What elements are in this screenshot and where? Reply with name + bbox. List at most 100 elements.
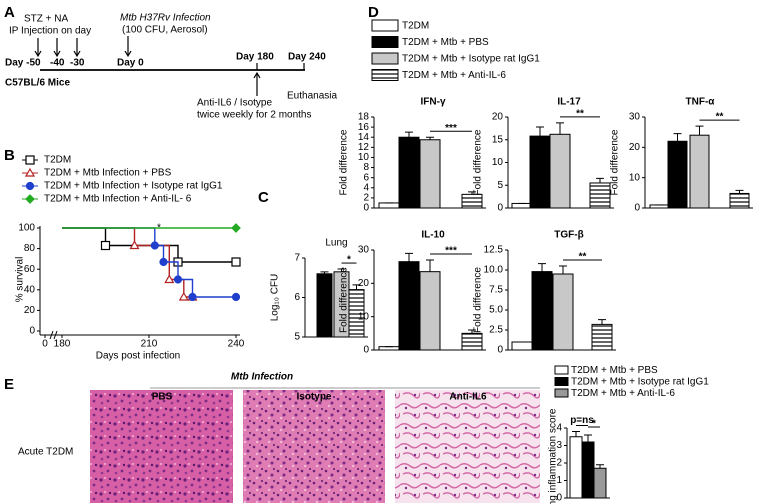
y-tick-label: 2.5 [489,325,503,336]
x-tick-label: 240 [228,339,245,350]
legend-label: T2DM + Mtb Infection + PBS [44,168,172,179]
significance-label: p=ns [570,415,594,426]
timeline-day: -40 [50,58,65,69]
panel-label: E [4,376,14,393]
legend-swatch [371,36,399,48]
error-bar [468,191,476,195]
chart-title: IL-10 [421,230,445,241]
y-tick-label: 100 [18,223,35,234]
timeline-text: Anti-IL6 / Isotype [197,98,272,109]
significance-label: *** [445,246,457,257]
image-label: Isotype [296,392,331,403]
significance-label: ** [579,252,587,263]
y-axis-label: Fold difference [339,267,350,333]
marker [150,241,159,250]
bar [419,271,441,351]
survival-line [62,227,236,298]
legend-label: T2DM + Mtb + Anti-IL-6 [402,70,506,81]
error-bar [320,271,329,274]
timeline-text: twice weekly for 2 months [197,110,312,121]
y-tick-label: 12.5 [484,245,504,256]
y-tick-label: 0 [556,493,562,504]
error-bar [584,434,592,442]
y-tick-label: 14 [358,132,370,143]
y-tick-label: 15 [492,134,504,145]
timeline-day: -30 [70,58,85,69]
marker [164,274,175,284]
error-bar [337,268,346,272]
timeline-text: C57BL/6 Mice [5,78,70,89]
y-tick-label: 20 [358,278,370,289]
y-tick-label: 0 [29,326,35,337]
y-tick-label: 20 [629,142,641,153]
error-bar [405,131,413,138]
bar [378,202,400,209]
error-bar [426,136,434,140]
error-bar [572,431,580,437]
marker [178,291,189,301]
y-tick-label: 12 [358,142,370,153]
marker [231,223,241,233]
chart-title: TGF-β [554,230,583,241]
x-axis-label: Days post infection [96,351,181,362]
bar [511,341,533,351]
y-tick-label: 5.0 [489,305,503,316]
bar [511,202,533,209]
y-tick-label: 60 [24,264,36,275]
legend-swatch [371,19,399,32]
legend-swatch [554,388,569,398]
x-tick-label: 210 [141,339,158,350]
bar [549,133,571,209]
legend-marker [25,181,35,191]
histology-image [243,390,385,503]
error-bar [695,125,704,136]
marker [100,240,111,251]
y-tick-label: 4 [556,423,562,434]
legend-label: T2DM + Mtb + Isotype rat IgG1 [571,377,709,388]
legend-swatch [371,52,399,65]
x-tick-label: 0 [42,339,48,350]
panel-label: B [4,147,15,164]
y-tick-label: 30 [629,112,641,123]
x-tick-label: 180 [54,339,71,350]
y-tick-label: 16 [358,122,370,133]
panel-label: D [368,4,379,21]
error-bar [538,263,546,272]
y-tick-label: 10.0 [484,265,504,276]
timeline-text: STZ + NA [24,14,69,25]
bar [419,139,441,209]
marker [129,240,140,250]
y-axis-label: % survival [15,257,26,303]
error-bar [468,329,476,334]
y-tick-label: 10 [629,172,641,183]
timeline-text: Mtb H37Rv Infection [120,13,211,24]
marker [159,257,168,267]
error-bar [426,259,434,272]
legend-label: T2DM + Mtb Infection + Anti-IL- 6 [44,194,192,205]
timeline-text: Euthanasia [287,91,337,102]
error-bar [598,319,606,325]
bar [552,273,574,351]
bar [398,136,420,209]
legend-label: T2DM [402,21,429,32]
timeline-day: Day -50 [5,58,41,69]
error-bar [405,252,413,262]
y-tick-label: 6 [294,292,300,303]
y-tick-label: 2 [556,458,562,469]
y-tick-label: 4 [363,182,369,193]
y-tick-label: 7 [294,253,300,264]
significance-label: *** [445,123,457,134]
y-axis-label: Fold difference [473,267,484,333]
legend-marker [25,155,35,165]
y-tick-label: 6 [363,172,369,183]
y-tick-label: 0 [634,203,640,214]
error-bar [735,189,744,194]
marker [188,292,197,302]
y-axis-label: Fold difference [473,129,484,195]
y-tick-label: 8 [363,162,369,173]
image-label: PBS [152,392,173,403]
image-label: Anti-IL6 [449,392,487,403]
chart-title: TNF-α [686,97,716,108]
timeline-arrows [34,36,305,96]
y-tick-label: 3 [556,440,562,451]
